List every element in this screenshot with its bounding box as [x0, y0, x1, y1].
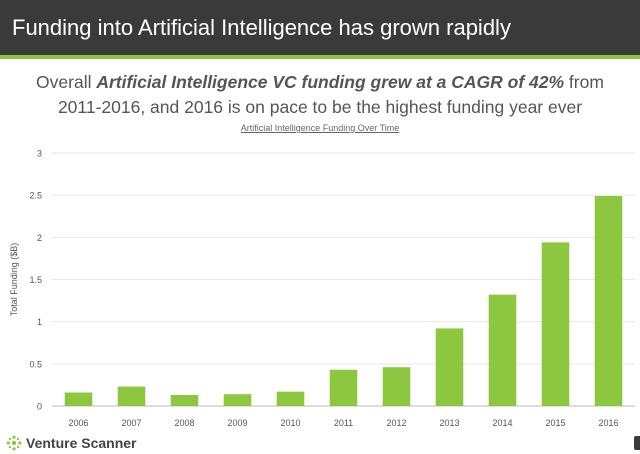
subtitle-emphasis: Artificial Intelligence VC funding grew …: [96, 72, 565, 92]
x-tick-label: 2015: [545, 418, 565, 428]
bar-2012: [382, 367, 411, 406]
y-axis-label: Total Funding ($B): [9, 243, 19, 317]
page-edge-mark: [634, 436, 640, 450]
y-tick-label: 1: [37, 317, 42, 327]
bar-2014: [488, 294, 517, 406]
x-tick-label: 2016: [598, 418, 618, 428]
page-title: Funding into Artificial Intelligence has…: [12, 15, 511, 40]
bar-2016: [594, 196, 623, 406]
y-tick-label: 2.5: [29, 191, 42, 201]
bar-2009: [223, 394, 252, 406]
subtitle-prefix: Overall: [36, 72, 97, 92]
brand: Venture Scanner: [6, 434, 137, 452]
bar-2010: [276, 391, 305, 406]
bar-2006: [64, 392, 93, 406]
bar-2007: [117, 386, 146, 406]
x-tick-label: 2013: [439, 418, 459, 428]
y-tick-label: 1.5: [29, 275, 42, 285]
venture-scanner-logo-icon: [6, 435, 22, 451]
x-tick-label: 2012: [386, 418, 406, 428]
y-tick-label: 3: [37, 149, 42, 159]
bar-2013: [435, 328, 464, 406]
x-tick-label: 2010: [280, 418, 300, 428]
x-tick-label: 2014: [492, 418, 512, 428]
bar-2015: [541, 242, 570, 406]
chart-title: Artificial Intelligence Funding Over Tim…: [240, 123, 400, 133]
header-accent-rule: [0, 55, 640, 59]
funding-bar-chart: 0 0.5 1 1.5 2 2.5 3 2006 2007 2008 2009 2010 2011 201…: [9, 149, 635, 428]
y-tick-label: 0.5: [29, 359, 42, 369]
x-tick-label: 2007: [121, 418, 141, 428]
bar-2011: [329, 369, 358, 406]
y-tick-label: 0: [37, 402, 42, 412]
header-bar: Funding into Artificial Intelligence has…: [0, 0, 640, 55]
subtitle-middle: from: [564, 72, 604, 92]
subtitle-line2: 2011-2016, and 2016 is on pace to be the…: [57, 97, 583, 117]
subtitle: Overall Artificial Intelligence VC fundi…: [0, 70, 640, 120]
x-tick-label: 2008: [174, 418, 194, 428]
brand-name: Venture Scanner: [26, 435, 137, 451]
x-tick-label: 2011: [334, 418, 353, 428]
y-tick-label: 2: [37, 233, 42, 243]
bar-2008: [170, 395, 199, 406]
x-tick-label: 2009: [227, 418, 247, 428]
x-tick-label: 2006: [68, 418, 88, 428]
